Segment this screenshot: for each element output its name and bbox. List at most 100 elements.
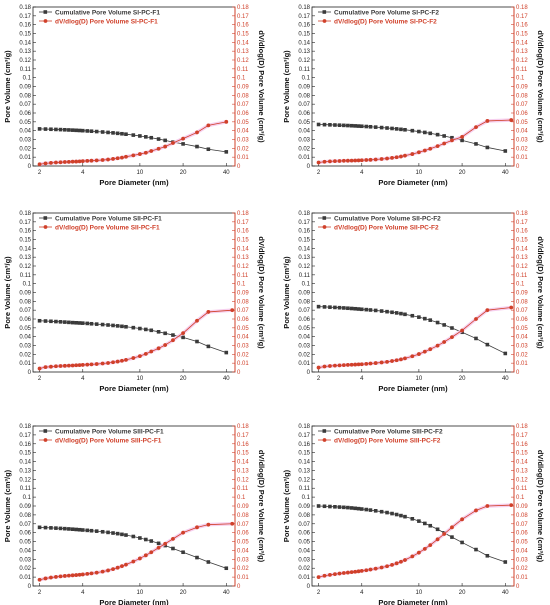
data-point-circle: [485, 308, 490, 313]
data-point-square: [131, 133, 136, 137]
data-point-square: [111, 323, 115, 328]
y2-tick-label: 0.06: [237, 317, 249, 323]
legend-label: Cumulative Pore Volume SII-PC-F2: [334, 215, 441, 222]
y2-tick-label: 0.04: [237, 548, 249, 554]
data-point-square: [460, 138, 464, 143]
data-point-circle: [181, 530, 185, 535]
y2-tick-label: 0.07: [516, 102, 528, 108]
data-point-circle: [195, 318, 199, 323]
plot-frame: [311, 6, 515, 167]
data-point-square: [49, 526, 53, 530]
data-point-circle: [359, 362, 364, 367]
data-point-square: [63, 127, 67, 132]
legend-label: dV/dlog(D) Pore Volume SII-PC-F2: [334, 224, 439, 231]
y2-axis-title: dV/dlog(D) Pore Volume (cm³/g): [257, 30, 266, 143]
data-point-square: [67, 128, 71, 132]
y-tick-label: 0.13: [298, 255, 310, 261]
y-axis-title: Pore Volume (cm³/g): [3, 469, 12, 542]
x-axis-title: Pore Diameter (nm): [378, 178, 448, 187]
data-point-square: [195, 339, 199, 344]
y2-tick-label: 0.04: [237, 335, 249, 341]
data-point-square: [485, 553, 490, 558]
panel-4: 0 0 0.01 0.01 0.02 0.02 0.03 0.03 0.04 0.04 0.05 0.…: [282, 211, 545, 393]
data-point-circle: [403, 356, 407, 361]
y-tick-label: 0.17: [19, 220, 31, 226]
data-point-circle: [171, 141, 175, 145]
data-point-square: [181, 335, 185, 340]
data-point-square: [149, 135, 154, 140]
y-tick-label: 0.15: [19, 32, 31, 38]
data-point-circle: [333, 363, 337, 368]
data-point-circle: [356, 569, 361, 574]
y-tick-label: 0.11: [299, 273, 311, 279]
data-point-circle: [353, 158, 358, 163]
y-tick-label: 0.02: [298, 566, 310, 572]
data-point-circle: [460, 134, 464, 139]
data-point-circle: [62, 363, 67, 368]
data-point-square: [337, 305, 342, 310]
data-point-square: [394, 127, 399, 131]
y-tick-label: 0: [307, 370, 311, 376]
data-point-square: [442, 323, 446, 327]
data-point-square: [144, 537, 148, 542]
y2-tick-label: 0.03: [516, 138, 528, 144]
legend-label: dV/dlog(D) Pore Volume SI-PC-F1: [55, 18, 158, 25]
data-point-circle: [77, 363, 82, 368]
y-tick-label: 0.18: [19, 211, 31, 217]
data-point-square: [359, 507, 364, 511]
data-point-square: [316, 304, 321, 309]
data-point-square: [346, 123, 350, 128]
y2-tick-label: 0.18: [237, 5, 249, 11]
series-cumulative: [37, 127, 229, 154]
data-point-circle: [509, 305, 514, 310]
y-tick-label: 0.01: [19, 361, 31, 367]
data-point-circle: [416, 352, 421, 356]
y2-tick-label: 0.14: [237, 246, 249, 252]
y-tick-label: 0.06: [298, 111, 310, 117]
y-tick-label: 0: [28, 164, 32, 170]
data-point-square: [106, 323, 110, 327]
data-point-circle: [509, 118, 514, 122]
y-tick-label: 0.06: [298, 317, 310, 323]
x-axis-title: Pore Diameter (nm): [378, 384, 448, 393]
data-point-square: [206, 147, 211, 152]
data-point-circle: [163, 541, 168, 546]
y2-tick-label: 0.08: [237, 513, 249, 519]
y-tick-label: 0.14: [298, 460, 310, 466]
data-point-circle: [120, 564, 124, 569]
y-tick-label: 0.04: [19, 129, 31, 135]
data-point-circle: [322, 364, 327, 369]
data-point-square: [390, 310, 394, 315]
x-tick-label: 20: [180, 376, 187, 382]
legend-label: dV/dlog(D) Pore Volume SI-PC-F2: [334, 18, 437, 25]
data-point-square: [100, 322, 105, 327]
y2-tick-label: 0.09: [237, 85, 249, 91]
data-point-circle: [337, 363, 342, 368]
data-point-circle: [460, 328, 464, 333]
y-tick-label: 0.12: [298, 264, 310, 270]
data-point-circle: [435, 144, 440, 149]
data-point-circle: [474, 508, 478, 513]
x-tick-label: 20: [180, 170, 187, 176]
y-tick-label: 0.18: [298, 424, 310, 430]
data-point-square: [417, 519, 421, 523]
x-tick-label: 4: [360, 590, 364, 596]
y-tick-label: 0.09: [19, 85, 31, 91]
data-point-square: [120, 532, 124, 537]
legend-marker-circle: [322, 438, 327, 442]
legend-marker-square: [322, 429, 327, 433]
data-point-square: [410, 517, 415, 521]
data-point-circle: [74, 159, 79, 164]
data-point-square: [224, 350, 229, 355]
series-cumulative: [316, 122, 508, 153]
data-point-square: [85, 321, 90, 326]
data-point-circle: [356, 362, 361, 367]
y-tick-label: 0.11: [299, 486, 311, 492]
data-point-square: [394, 311, 399, 315]
data-point-square: [54, 127, 58, 132]
y-tick-label: 0.07: [298, 308, 310, 314]
y2-tick-label: 0.15: [237, 238, 249, 244]
data-point-square: [120, 131, 124, 136]
data-point-square: [435, 320, 440, 325]
data-point-square: [37, 525, 42, 530]
